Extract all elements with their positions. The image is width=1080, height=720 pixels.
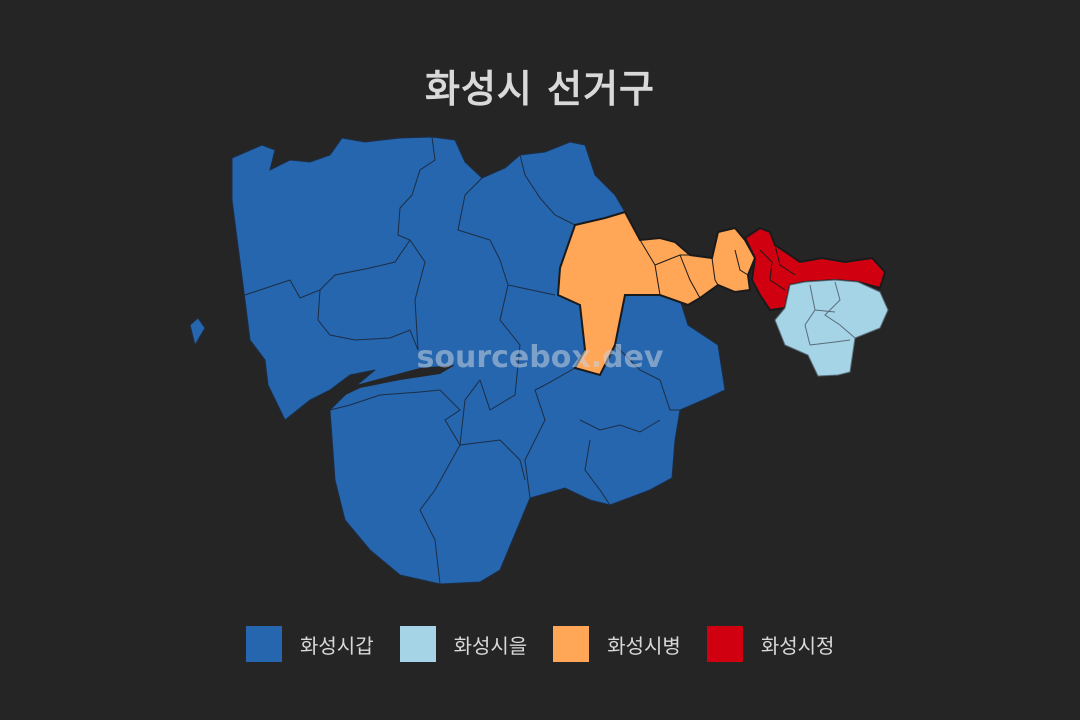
watermark-text: sourcebox.dev [416, 340, 664, 375]
region-byeong[interactable] [556, 210, 757, 377]
legend-label: 화성시병 [607, 633, 681, 658]
region-eul[interactable] [774, 279, 889, 377]
legend-item-gap: 화성시갑 [246, 626, 374, 662]
legend-label: 화성시을 [453, 633, 528, 658]
legend-label: 화성시정 [760, 633, 835, 658]
legend-label: 화성시갑 [300, 633, 374, 658]
legend-swatch [553, 626, 590, 662]
region-jeong[interactable] [743, 226, 887, 312]
river-channel [330, 365, 455, 400]
legend-item-byeong: 화성시병 [553, 626, 681, 662]
legend-item-jeong: 화성시정 [706, 626, 835, 662]
legend-swatch [246, 626, 282, 662]
legend-swatch [706, 626, 743, 662]
map-title: 화성시 선거구 [425, 67, 655, 111]
legend-item-eul: 화성시을 [399, 626, 528, 662]
legend: 화성시갑 화성시을 화성시병 화성시정 [246, 626, 860, 662]
legend-swatch [399, 626, 436, 662]
